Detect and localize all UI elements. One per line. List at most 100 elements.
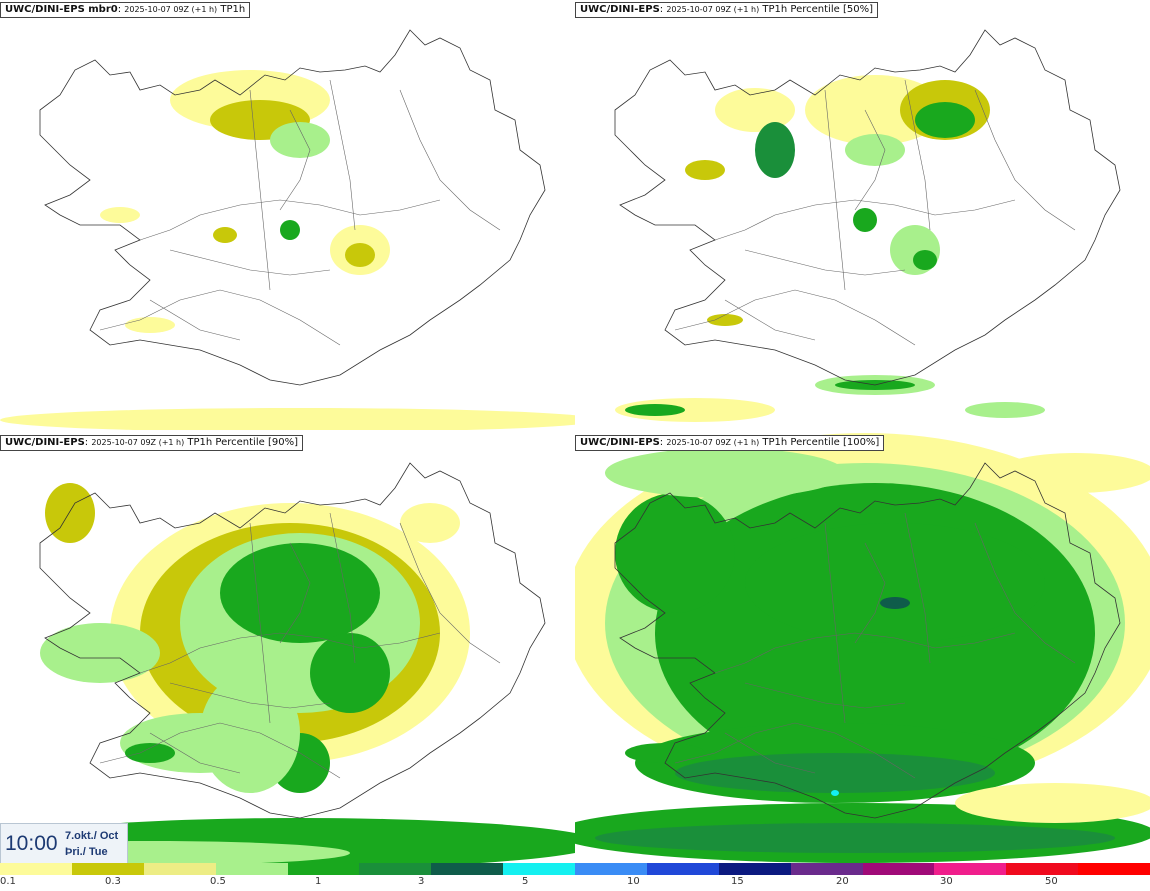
colorbar-swatch (143, 863, 216, 875)
precip-area (400, 503, 460, 543)
road-line (714, 632, 1016, 674)
colorbar-tick-label: 10 (627, 876, 640, 887)
colorbar-tick-label: 3 (418, 876, 425, 887)
precip-area (625, 404, 685, 416)
precip-area (200, 673, 300, 793)
precip-area (125, 743, 175, 763)
colorbar-swatch (503, 863, 575, 875)
map-panel-p100: UWC/DINI-EPS: 2025-10-07 09Z (+1 h) TP1h… (575, 433, 1150, 863)
colorbar-tick-label: 0.5 (210, 876, 226, 887)
colorbar-swatch (431, 863, 504, 875)
precip-area (755, 122, 795, 178)
precip-area (345, 243, 375, 267)
precip-map-p90 (0, 462, 575, 863)
road-line (279, 109, 311, 211)
colorbar-ticks: 0.1 0.3 0.5 1 3 5 10 15 20 30 50 (0, 876, 1150, 890)
precip-area (595, 823, 1115, 853)
colorbar-tick-label: 0.1 (0, 876, 16, 887)
road-line (149, 299, 241, 341)
colorbar-swatch (287, 863, 360, 875)
precip-area (915, 102, 975, 138)
precip-area (715, 88, 795, 132)
road-line (249, 522, 271, 724)
precip-area (845, 134, 905, 166)
road-line (399, 522, 501, 664)
valid-weekday: Þri./ Tue (65, 846, 108, 858)
road-line (714, 199, 1016, 241)
road-line (249, 89, 271, 291)
valid-time: 10:00 (5, 832, 58, 855)
precip-area (913, 250, 937, 270)
colorbar-swatch (71, 863, 144, 875)
precip-area (685, 160, 725, 180)
road-line (854, 542, 886, 644)
road-line (904, 512, 931, 664)
valid-date: 7.okt./ Oct (65, 830, 119, 842)
precip-area (675, 753, 995, 793)
colorbar-swatch (1006, 863, 1079, 875)
road-line (824, 522, 846, 724)
precip-area (270, 122, 330, 158)
coastline (39, 462, 546, 819)
precip-map-p50 (614, 29, 1121, 422)
colorbar-tick-label: 1 (315, 876, 322, 887)
precip-map-mbr0 (0, 29, 575, 430)
colorbar-tick-label: 20 (836, 876, 849, 887)
precip-area (220, 543, 380, 643)
colorbar-swatch (934, 863, 1007, 875)
colorbar-tick-label: 50 (1045, 876, 1058, 887)
road-line (724, 299, 816, 341)
panel-title: UWC/DINI-EPS mbr0: 2025-10-07 09Z (+1 h)… (0, 2, 251, 18)
colorbar-swatch (1078, 863, 1150, 875)
road-line (974, 522, 1076, 664)
precip-area (831, 790, 839, 796)
road-line (744, 682, 906, 709)
colorbar (0, 863, 1150, 875)
precip-area (965, 402, 1045, 418)
road-line (674, 722, 916, 779)
road-line (169, 682, 331, 709)
precip-area (100, 207, 140, 223)
road-line (744, 249, 906, 276)
precip-area (310, 633, 390, 713)
precip-area (625, 743, 705, 763)
precip-area (745, 523, 1045, 643)
coastline (614, 29, 1121, 386)
coastline (39, 29, 546, 386)
road-line (169, 249, 331, 276)
road-line (824, 89, 846, 291)
colorbar-swatch (215, 863, 288, 875)
colorbar-swatch (575, 863, 647, 875)
road-line (974, 89, 1076, 231)
precip-area (0, 408, 575, 430)
precip-area (125, 317, 175, 333)
precip-map-p100 (575, 433, 1150, 863)
precip-area (955, 783, 1150, 823)
road-line (724, 732, 816, 774)
road-line (854, 109, 886, 211)
road-line (399, 89, 501, 231)
precip-area (880, 597, 910, 609)
coastline (614, 462, 1121, 819)
precip-area (40, 623, 160, 683)
colorbar-swatch (646, 863, 719, 875)
road-line (279, 542, 311, 644)
precip-area (853, 208, 877, 232)
colorbar-swatch (862, 863, 935, 875)
valid-time-box: 10:00 7.okt./ Oct Þri./ Tue (0, 823, 128, 865)
precip-area (615, 493, 735, 613)
road-line (329, 79, 356, 231)
panel-title: UWC/DINI-EPS: 2025-10-07 09Z (+1 h) TP1h… (0, 435, 303, 451)
panel-title: UWC/DINI-EPS: 2025-10-07 09Z (+1 h) TP1h… (575, 2, 878, 18)
colorbar-tick-label: 30 (940, 876, 953, 887)
road-line (139, 632, 441, 674)
map-panel-mbr0: UWC/DINI-EPS mbr0: 2025-10-07 09Z (+1 h)… (0, 0, 575, 430)
colorbar-swatch (359, 863, 432, 875)
road-line (99, 289, 341, 346)
road-line (149, 732, 241, 774)
precip-area (213, 227, 237, 243)
road-line (99, 722, 341, 779)
precip-area (995, 453, 1150, 493)
precip-area (45, 483, 95, 543)
panel-title: UWC/DINI-EPS: 2025-10-07 09Z (+1 h) TP1h… (575, 435, 885, 451)
